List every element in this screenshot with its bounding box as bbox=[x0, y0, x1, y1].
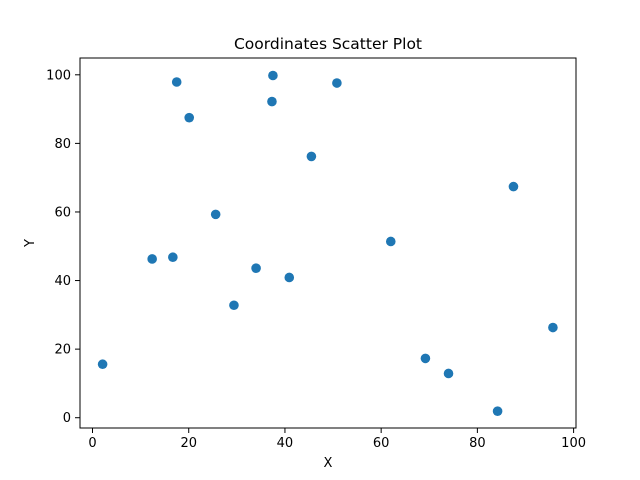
y-axis-label: Y bbox=[23, 239, 38, 248]
x-tick-label-100: 100 bbox=[561, 436, 586, 451]
scatter-point-17 bbox=[492, 406, 503, 417]
x-tick-label-20: 20 bbox=[180, 436, 197, 451]
scatter-point-8 bbox=[251, 263, 261, 274]
y-tick-label-40: 40 bbox=[54, 274, 71, 289]
scatter-point-11 bbox=[284, 272, 295, 283]
scatter-point-7 bbox=[229, 300, 239, 311]
scatter-point-13 bbox=[332, 78, 342, 88]
plot-frame bbox=[79, 57, 577, 429]
scatter-point-12 bbox=[306, 151, 317, 162]
x-axis-label: X bbox=[324, 456, 333, 471]
y-tick-label-100: 100 bbox=[46, 68, 71, 83]
y-tick-label-60: 60 bbox=[54, 205, 71, 220]
ticks-layer: 0 20 40 60 80 100 0 20 40 60 80 100 bbox=[46, 68, 586, 451]
scatter-point-15 bbox=[420, 353, 431, 364]
y-tick-label-20: 20 bbox=[54, 343, 71, 358]
x-tick-label-60: 60 bbox=[373, 436, 390, 451]
x-tick-label-40: 40 bbox=[277, 436, 294, 451]
scatter-point-5 bbox=[184, 112, 195, 123]
x-tick-label-80: 80 bbox=[469, 436, 486, 451]
scatter-point-3 bbox=[168, 252, 178, 263]
y-tick-label-80: 80 bbox=[54, 137, 71, 152]
scatter-point-10 bbox=[268, 70, 278, 81]
scatter-point-18 bbox=[508, 181, 519, 192]
x-tick-label-0: 0 bbox=[88, 436, 96, 451]
plot-area bbox=[80, 58, 576, 428]
scatter-point-4 bbox=[171, 77, 182, 87]
scatter-point-9 bbox=[267, 96, 277, 107]
scatter-point-16 bbox=[443, 368, 454, 379]
points-layer bbox=[97, 70, 558, 417]
scatter-point-2 bbox=[147, 254, 157, 264]
scatter-point-1 bbox=[97, 359, 108, 370]
scatter-point-6 bbox=[210, 209, 221, 220]
scatter-point-19 bbox=[548, 322, 558, 333]
y-tick-label-0: 0 bbox=[63, 411, 71, 426]
scatter-point-14 bbox=[385, 236, 396, 247]
chart-title: Coordinates Scatter Plot bbox=[234, 35, 422, 53]
